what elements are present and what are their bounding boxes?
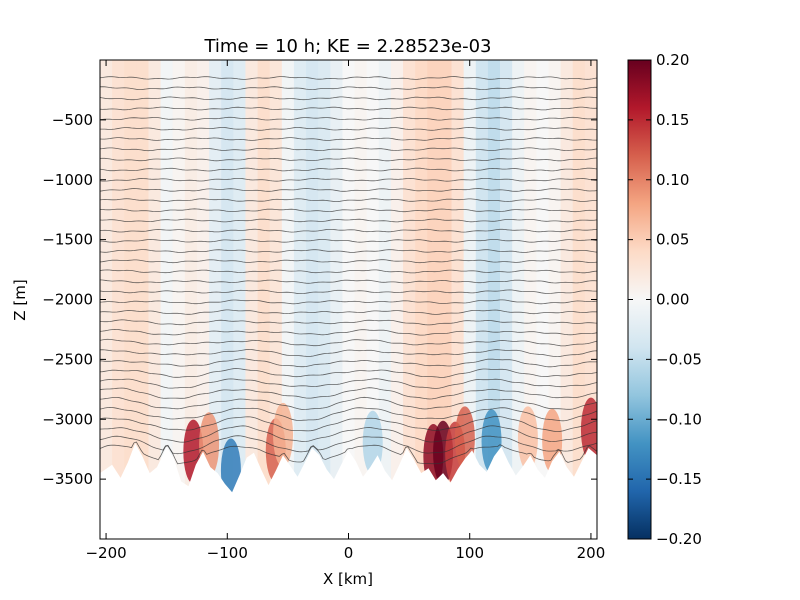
contour-line <box>100 299 597 305</box>
contour-line <box>100 358 597 368</box>
field-column <box>390 60 404 539</box>
contour-line <box>100 86 597 91</box>
contour-line <box>100 238 597 243</box>
contour-line <box>100 425 597 443</box>
contour-line <box>100 157 597 162</box>
contour-line <box>100 279 597 284</box>
contour-line <box>100 147 597 152</box>
field-column <box>330 60 343 539</box>
colorbar-tick-label: −0.20 <box>656 530 702 548</box>
contour-line <box>100 387 597 400</box>
y-axis-label: Z [m] <box>11 279 29 320</box>
y-tick-label: −2000 <box>42 291 93 309</box>
contour-line <box>100 137 597 141</box>
colorbar-tick-label: 0.00 <box>656 291 689 309</box>
field-column <box>403 60 416 539</box>
contour-line <box>100 228 597 233</box>
field-column <box>306 60 319 539</box>
colorbar-tick-label: −0.05 <box>656 350 702 368</box>
y-tick-label: −2500 <box>42 350 93 368</box>
contour-line <box>100 188 597 192</box>
colorbar-tick-label: 0.05 <box>656 231 689 249</box>
bottom-hotspots <box>183 397 597 503</box>
contour-line <box>100 289 597 294</box>
contour-line <box>100 76 597 80</box>
x-tick-label: 200 <box>577 544 606 562</box>
field-column <box>233 60 246 539</box>
field-column <box>148 60 162 539</box>
field-column <box>136 60 149 539</box>
hotspot <box>580 397 597 462</box>
contour-line <box>100 368 597 378</box>
y-tick-label: −3000 <box>42 410 93 428</box>
y-tick-label: −500 <box>52 111 93 129</box>
colorbar-tick-label: 0.10 <box>656 171 689 189</box>
chart-title: Time = 10 h; KE = 2.28523e-03 <box>203 36 491 57</box>
contour-line <box>100 441 597 465</box>
y-tick-label: −1500 <box>42 231 93 249</box>
contour-line <box>100 396 597 410</box>
field-column <box>354 60 368 539</box>
contour-line <box>100 208 597 213</box>
field-column <box>112 60 125 539</box>
colorbar: 0.20 0.15 0.10 0.05 0.00 −0.05 −0.10 −0.15 −0.20 <box>627 51 702 548</box>
colorbar-tick-label: 0.20 <box>656 51 689 69</box>
contour-line <box>100 198 597 202</box>
contour-line <box>100 338 597 347</box>
x-tick-label: −200 <box>85 544 126 562</box>
contour-line <box>100 249 597 253</box>
contour-line <box>100 218 597 223</box>
contour-line <box>100 319 597 326</box>
x-tick-label: 0 <box>344 544 354 562</box>
y-tick-label: −1000 <box>42 171 93 189</box>
contour-line <box>100 435 597 455</box>
contour-line <box>100 415 597 432</box>
contour-line <box>100 406 597 422</box>
contour-line <box>100 96 597 101</box>
contour-line <box>100 309 597 315</box>
colorbar-tick-label: −0.10 <box>656 410 702 428</box>
field-column <box>184 60 198 539</box>
contour-line <box>100 167 597 172</box>
hotspot <box>273 402 294 467</box>
contour-line <box>100 106 597 111</box>
x-tick-label: 100 <box>455 544 484 562</box>
field-column <box>172 60 186 539</box>
colorbar-tick-label: 0.15 <box>656 111 689 129</box>
contour-line <box>100 177 597 182</box>
contour-line <box>100 269 597 274</box>
colorbar-ticks: 0.20 0.15 0.10 0.05 0.00 −0.05 −0.10 −0.15 −0.20 <box>628 51 702 548</box>
contour-line <box>100 259 597 264</box>
colorbar-tick-label: −0.15 <box>656 470 702 488</box>
contour-line <box>100 348 597 358</box>
field-column <box>318 60 331 539</box>
x-axis-ticks: −200 −100 0 100 200 <box>85 60 605 562</box>
x-axis-label: X [km] <box>323 570 373 588</box>
y-axis-ticks: −500 −1000 −1500 −2000 −2500 −3000 −3500 <box>42 111 597 488</box>
field-column <box>439 60 453 539</box>
below-topography-mask <box>100 443 597 539</box>
y-tick-label: −3500 <box>42 470 93 488</box>
contour-line <box>100 126 597 131</box>
contour-line <box>100 116 597 121</box>
isopycnal-contours <box>100 76 597 465</box>
x-tick-label: −100 <box>207 544 248 562</box>
plot-area <box>100 60 597 539</box>
contour-line <box>100 378 597 389</box>
contour-line <box>100 328 597 336</box>
